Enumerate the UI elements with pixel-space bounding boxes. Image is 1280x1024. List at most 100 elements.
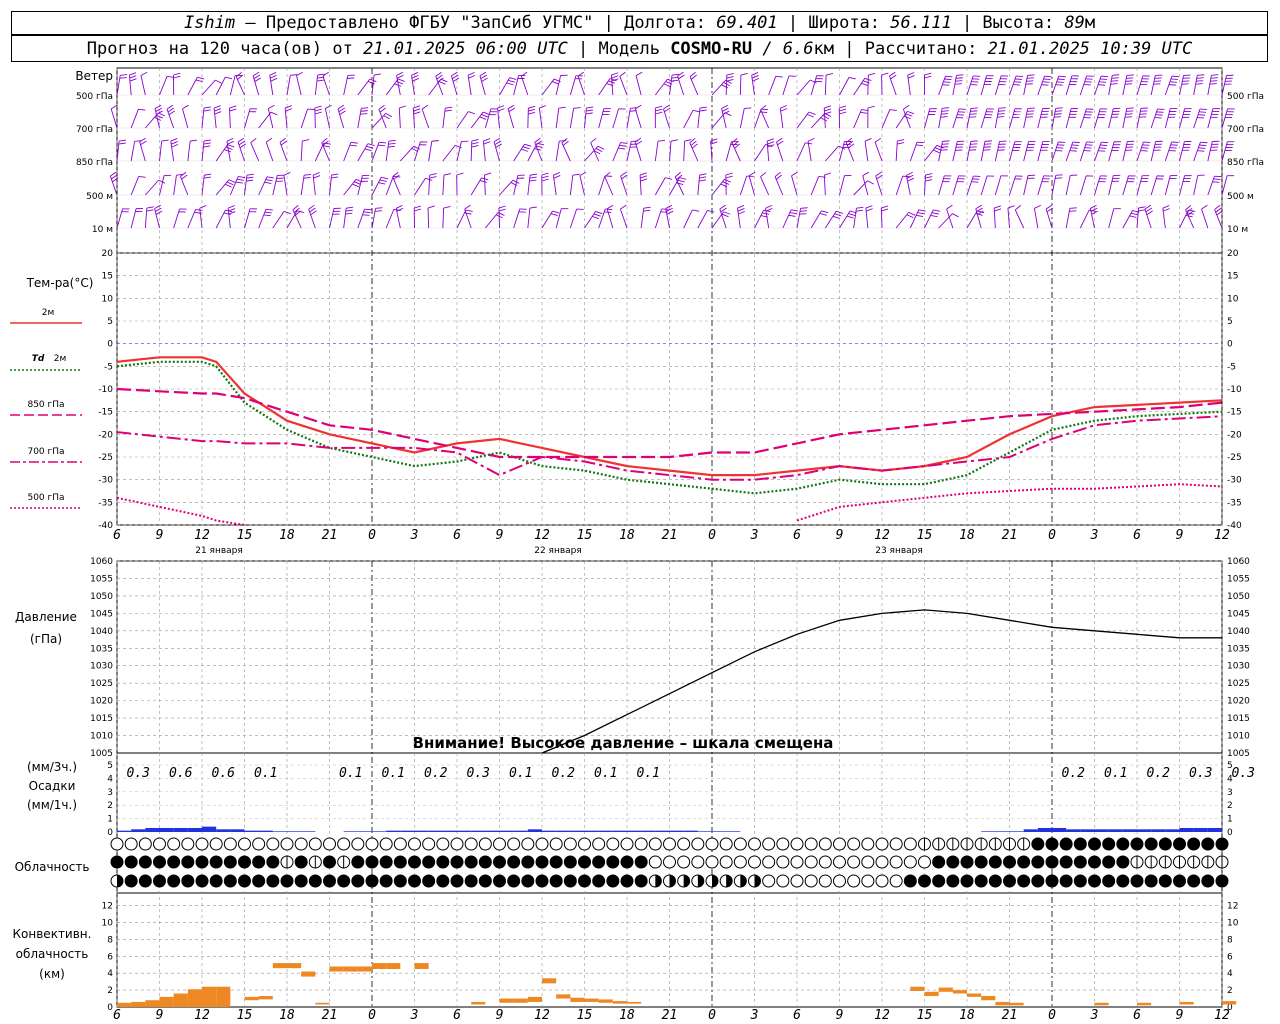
precip-bar	[570, 830, 585, 832]
cloud-circle	[365, 874, 379, 888]
x-tick-label-bottom: 21	[1002, 1008, 1018, 1023]
wind-barb-feather	[855, 209, 863, 212]
cloud-circle	[578, 837, 591, 851]
wind-barb-feather	[154, 104, 162, 109]
wind-barb	[768, 75, 783, 96]
wind-barb	[924, 173, 933, 196]
cloud-cover-symbol	[847, 874, 861, 888]
cloud-cover-symbol	[549, 837, 563, 851]
wind-barb-feather	[435, 71, 442, 77]
cloud-cover-symbol	[238, 874, 251, 888]
wind-barb-shaft	[187, 209, 196, 229]
precip-bar	[442, 830, 457, 832]
cloud-cover-symbol	[365, 855, 379, 869]
y-tick-label-conv-right: 12	[1227, 902, 1238, 912]
wind-barb	[144, 112, 165, 129]
wind-barb-shaft	[634, 108, 642, 129]
cloud-cover-symbol	[294, 874, 308, 888]
cloud-cover-symbol	[691, 837, 705, 851]
wind-barb-feather	[213, 105, 221, 109]
cloud-cover-symbol	[323, 855, 336, 869]
wind-barb-shaft	[428, 175, 431, 196]
wind-barb-feather	[338, 107, 346, 113]
wind-barb	[966, 75, 981, 96]
cloud-circle	[918, 855, 931, 869]
wind-barb-feather	[444, 109, 452, 112]
cloud-circle	[1017, 855, 1031, 869]
wind-barb-shaft	[244, 208, 251, 229]
cloud-cover-symbol	[153, 855, 166, 869]
wind-barb-feather	[479, 71, 487, 77]
precip-bar	[202, 826, 217, 832]
wind-barb-feather	[737, 205, 745, 209]
wind-barb-shaft	[1079, 108, 1087, 129]
wind-barb-feather	[1185, 215, 1193, 218]
cloud-circle	[818, 837, 832, 851]
wind-barb-shaft	[697, 175, 701, 196]
wind-barb-shaft	[1193, 75, 1198, 96]
wind-barb	[938, 140, 950, 162]
wind-barb-shaft	[371, 75, 375, 96]
wind-barb-feather	[671, 76, 679, 79]
wind-barb-shaft	[881, 109, 891, 129]
conv-bar	[202, 986, 217, 1007]
cloud-cover-symbol	[464, 837, 478, 851]
wind-barb-shaft	[159, 76, 168, 96]
wind-barb-feather	[825, 73, 834, 76]
wind-barb-shaft	[1023, 175, 1029, 196]
wind-barb-feather	[552, 210, 560, 214]
wind-barb-shaft	[663, 108, 670, 129]
x-tick-label-bottom: 0	[1048, 1008, 1056, 1023]
wind-barb	[669, 139, 678, 162]
wind-barb	[201, 106, 211, 129]
conv-bar	[1179, 1001, 1194, 1005]
wind-barb-feather	[195, 209, 203, 211]
wind-barb	[427, 205, 435, 229]
wind-barb-shaft	[1193, 142, 1201, 162]
wind-barb	[993, 205, 1002, 229]
y-tick-label-precip-right: 1	[1227, 815, 1233, 825]
cloud-cover-symbol	[606, 855, 620, 869]
wind-barb-feather	[737, 208, 745, 212]
wind-barb-shaft	[1150, 108, 1158, 129]
wind-barb-feather	[940, 116, 948, 118]
conv-bar	[258, 996, 273, 1000]
cloud-circle	[549, 874, 563, 888]
wind-barb-feather	[413, 145, 421, 150]
wind-barb-shaft	[1164, 175, 1171, 196]
wind-barb-feather	[381, 176, 389, 180]
cloud-cover-symbol	[1031, 855, 1045, 869]
wind-barb	[569, 173, 580, 196]
cloud-circle	[209, 874, 223, 888]
wind-barb	[824, 210, 844, 229]
cloud-circle	[478, 837, 492, 851]
cloud-circle	[648, 855, 662, 869]
wind-barb-feather	[1055, 177, 1063, 179]
wind-barb-feather	[383, 115, 391, 120]
wind-barb-feather	[1216, 210, 1223, 216]
wind-barb-shaft	[895, 111, 908, 129]
cloud-circle	[663, 837, 676, 851]
wind-barb-feather	[471, 141, 479, 145]
wind-barb-feather	[1070, 147, 1078, 149]
y-tick-label-conv: 2	[107, 986, 113, 996]
wind-barb-feather	[199, 205, 207, 209]
wind-barb-shaft	[479, 75, 486, 96]
wind-barb	[398, 105, 407, 129]
wind-barb-feather	[138, 108, 146, 111]
wind-barb-feather	[561, 138, 568, 144]
wind-barb-feather	[903, 104, 910, 110]
cloud-cover-symbol	[663, 855, 676, 869]
cloud-cover-symbol	[521, 855, 535, 869]
wind-barb-feather	[720, 207, 727, 213]
wind-barb-shaft	[324, 108, 330, 129]
cloud-cover-symbol	[138, 855, 152, 869]
wind-barb-shaft	[201, 175, 205, 196]
cloud-circle	[1003, 855, 1016, 869]
wind-barb-shaft	[839, 77, 850, 96]
wind-barb-shaft	[312, 175, 316, 196]
wind-barb-feather	[907, 110, 915, 115]
wind-barb-feather	[379, 141, 387, 144]
wind-barb	[719, 204, 727, 229]
cloud-cover-symbol	[705, 874, 719, 888]
